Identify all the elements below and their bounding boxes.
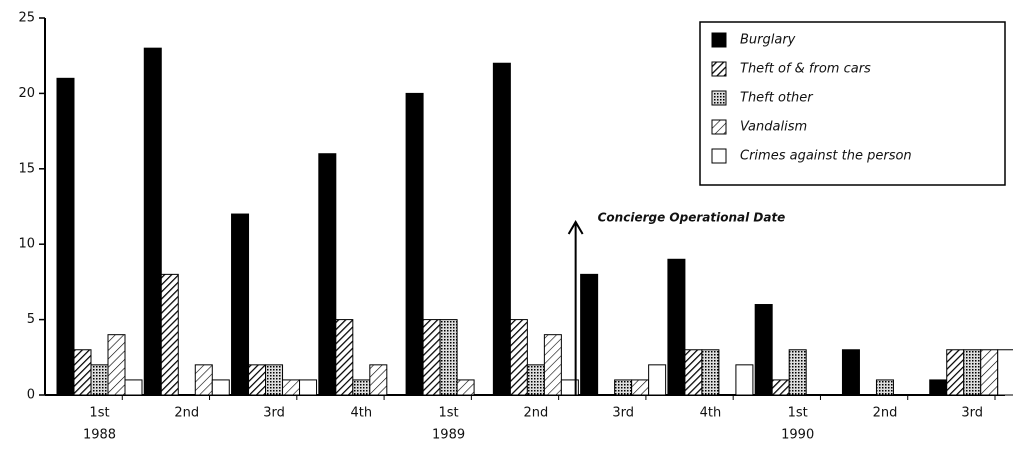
x-tick-label: 3rd	[263, 406, 285, 421]
annotation-arrowhead	[567, 220, 584, 235]
bar	[509, 319, 528, 396]
bar	[875, 379, 894, 396]
bar	[631, 379, 650, 396]
bar	[963, 349, 982, 396]
bar	[560, 379, 579, 396]
bar	[90, 364, 109, 396]
legend-swatch	[711, 61, 727, 77]
bar	[318, 153, 337, 396]
legend-swatch	[711, 32, 727, 48]
bar	[422, 319, 441, 396]
bar	[299, 379, 318, 396]
x-tick-label: 2nd	[174, 406, 199, 421]
legend-swatch	[711, 148, 727, 164]
bar	[231, 213, 250, 396]
y-tick-label: 5	[27, 312, 35, 327]
bar	[369, 364, 388, 396]
bar	[543, 334, 562, 396]
bar	[282, 379, 301, 396]
bar	[614, 379, 633, 396]
bar	[771, 379, 790, 396]
bar	[526, 364, 545, 396]
legend-label: Crimes against the person	[740, 149, 912, 164]
y-tick-label: 10	[18, 237, 35, 252]
x-tick-label: 4th	[700, 406, 722, 421]
bar	[788, 349, 807, 396]
bar	[997, 349, 1013, 396]
bar	[667, 258, 686, 396]
legend-swatch	[711, 119, 727, 135]
bar	[701, 349, 720, 396]
bar	[265, 364, 284, 396]
x-tick-label: 1st	[439, 406, 459, 421]
year-label: 1990	[781, 428, 814, 443]
bar	[73, 349, 92, 396]
legend-label: Theft other	[740, 91, 814, 106]
x-tick-label: 1st	[89, 406, 109, 421]
bar	[456, 379, 475, 396]
bar	[107, 334, 126, 396]
bar	[439, 319, 458, 396]
bar	[980, 349, 999, 396]
y-tick-label: 25	[18, 11, 35, 26]
bar	[492, 62, 511, 396]
bar	[841, 349, 860, 396]
bar	[124, 379, 143, 396]
bar	[580, 273, 599, 396]
bar	[405, 92, 424, 396]
x-tick-label: 1st	[788, 406, 808, 421]
legend-label: Burglary	[740, 33, 796, 48]
legend-swatch	[711, 90, 727, 106]
bar	[754, 304, 773, 396]
bar	[735, 364, 754, 396]
x-tick-label: 4th	[351, 406, 373, 421]
bar	[248, 364, 267, 396]
bar	[211, 379, 230, 396]
bar	[352, 379, 371, 396]
y-tick-label: 0	[27, 388, 35, 403]
x-tick-label: 2nd	[523, 406, 548, 421]
year-label: 1988	[83, 428, 116, 443]
bar	[160, 273, 179, 396]
bar	[648, 364, 667, 396]
bar	[684, 349, 703, 396]
x-tick-label: 2nd	[873, 406, 898, 421]
legend-label: Vandalism	[740, 120, 807, 135]
legend-label: Theft of & from cars	[740, 62, 871, 77]
bar	[194, 364, 213, 396]
bar	[929, 379, 948, 396]
legend-box	[699, 21, 1006, 186]
y-tick-label: 20	[18, 86, 35, 101]
year-label: 1989	[432, 428, 465, 443]
annotation: Concierge Operational Date	[598, 211, 786, 225]
bar	[143, 47, 162, 396]
x-tick-label: 3rd	[961, 406, 983, 421]
x-tick-label: 3rd	[612, 406, 634, 421]
bar	[946, 349, 965, 396]
bar	[335, 319, 354, 396]
y-tick-label: 15	[18, 161, 35, 176]
bar	[56, 77, 75, 396]
